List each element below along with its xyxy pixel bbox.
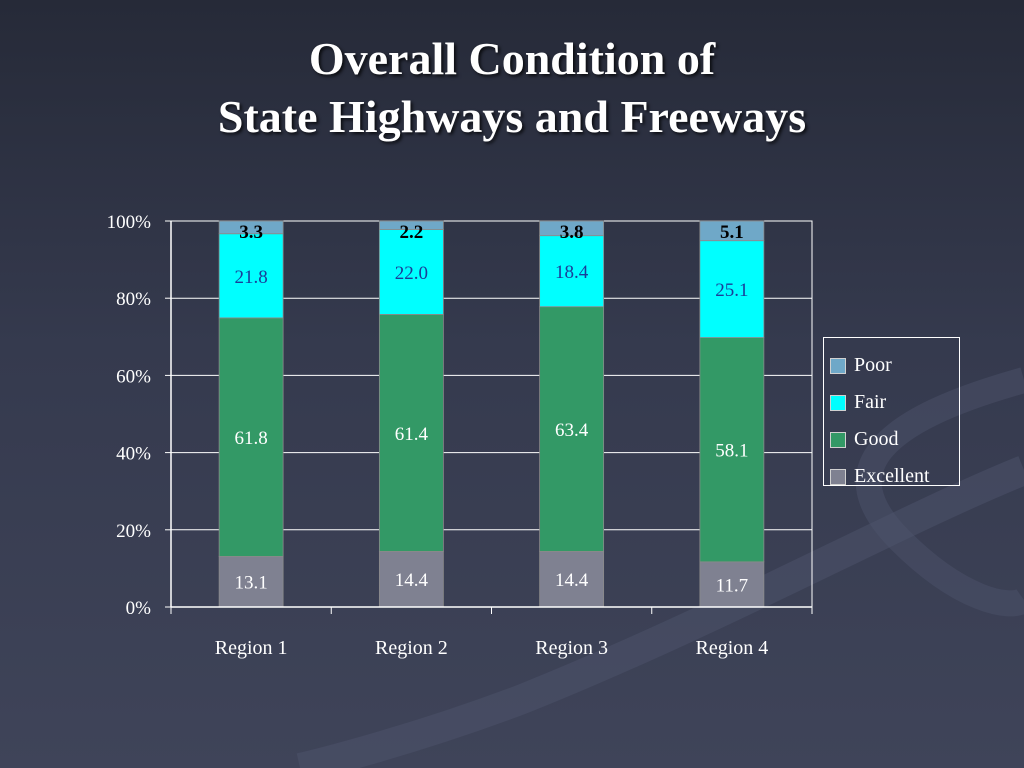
x-category-label: Region 1: [215, 637, 288, 659]
y-tick-label: 100%: [107, 212, 152, 233]
y-tick-label: 40%: [116, 444, 151, 465]
title-line-2: State Highways and Freeways: [217, 91, 807, 142]
data-label-excellent: 13.1: [235, 573, 268, 594]
bar-segment-poor: [699, 220, 765, 242]
legend-label: Fair: [854, 391, 887, 413]
bar-segment-fair: [218, 233, 284, 319]
legend-item-good: Good: [830, 421, 959, 458]
data-label-fair: 18.4: [555, 262, 589, 283]
data-label-excellent: 14.4: [555, 570, 589, 591]
legend-item-fair: Fair: [830, 384, 959, 421]
slide-title: Overall Condition of State Highways and …: [0, 30, 1024, 146]
data-label-poor: 2.2: [400, 222, 424, 243]
x-category-label: Region 3: [535, 637, 608, 659]
legend-item-poor: Poor: [830, 347, 959, 384]
y-tick-label: 80%: [116, 289, 151, 310]
bar-segment-fair: [378, 229, 444, 315]
bar-segment-excellent: [218, 556, 284, 608]
axes: 0% 20% 40% 60% 80% 100% Region 1 Region 2 Region…: [107, 212, 813, 659]
legend-swatch: [830, 468, 846, 485]
bar-segment-good: [218, 317, 284, 557]
legend-label: Excellent: [854, 465, 930, 487]
legend-swatch: [830, 357, 846, 374]
bar-segment-excellent: [378, 551, 444, 608]
legend-item-excellent: Excellent: [830, 458, 959, 495]
data-label-good: 63.4: [555, 420, 589, 441]
data-label-excellent: 14.4: [395, 570, 429, 591]
data-label-fair: 22.0: [395, 263, 428, 284]
legend-swatch: [830, 394, 846, 411]
data-label-excellent: 11.7: [716, 575, 749, 596]
x-category-label: Region 4: [695, 637, 768, 659]
legend-swatch: [830, 431, 846, 448]
bar-segment-poor: [218, 220, 284, 235]
data-labels: 13.1 61.8 21.8 3.3 14.4 61.4 22.0 2.2 14.4 63.4 18…: [235, 222, 749, 596]
x-category-label: Region 2: [375, 637, 448, 659]
bar-segment-poor: [378, 220, 444, 230]
legend-label: Good: [854, 428, 899, 450]
y-tick-label: 60%: [116, 366, 151, 387]
data-label-good: 61.4: [395, 424, 429, 445]
bar-segment-excellent: [699, 561, 765, 608]
data-label-fair: 21.8: [235, 267, 268, 288]
data-label-good: 61.8: [235, 428, 268, 449]
data-label-good: 58.1: [715, 441, 748, 462]
y-tick-label: 20%: [116, 521, 151, 542]
bar-segment-good: [378, 314, 444, 552]
bar-segment-poor: [539, 220, 605, 237]
bars: [218, 220, 765, 608]
bar-segment-good: [539, 306, 605, 552]
data-label-poor: 5.1: [720, 222, 744, 243]
title-line-1: Overall Condition of: [308, 33, 716, 84]
legend: Poor Fair Good Excellent: [823, 337, 960, 487]
bar-segment-fair: [539, 235, 605, 308]
y-tick-label: 0%: [126, 598, 152, 619]
data-label-poor: 3.3: [239, 222, 263, 243]
legend-label: Poor: [854, 354, 892, 376]
data-label-fair: 25.1: [715, 280, 748, 301]
bar-segment-excellent: [539, 551, 605, 608]
data-label-poor: 3.8: [560, 222, 584, 243]
